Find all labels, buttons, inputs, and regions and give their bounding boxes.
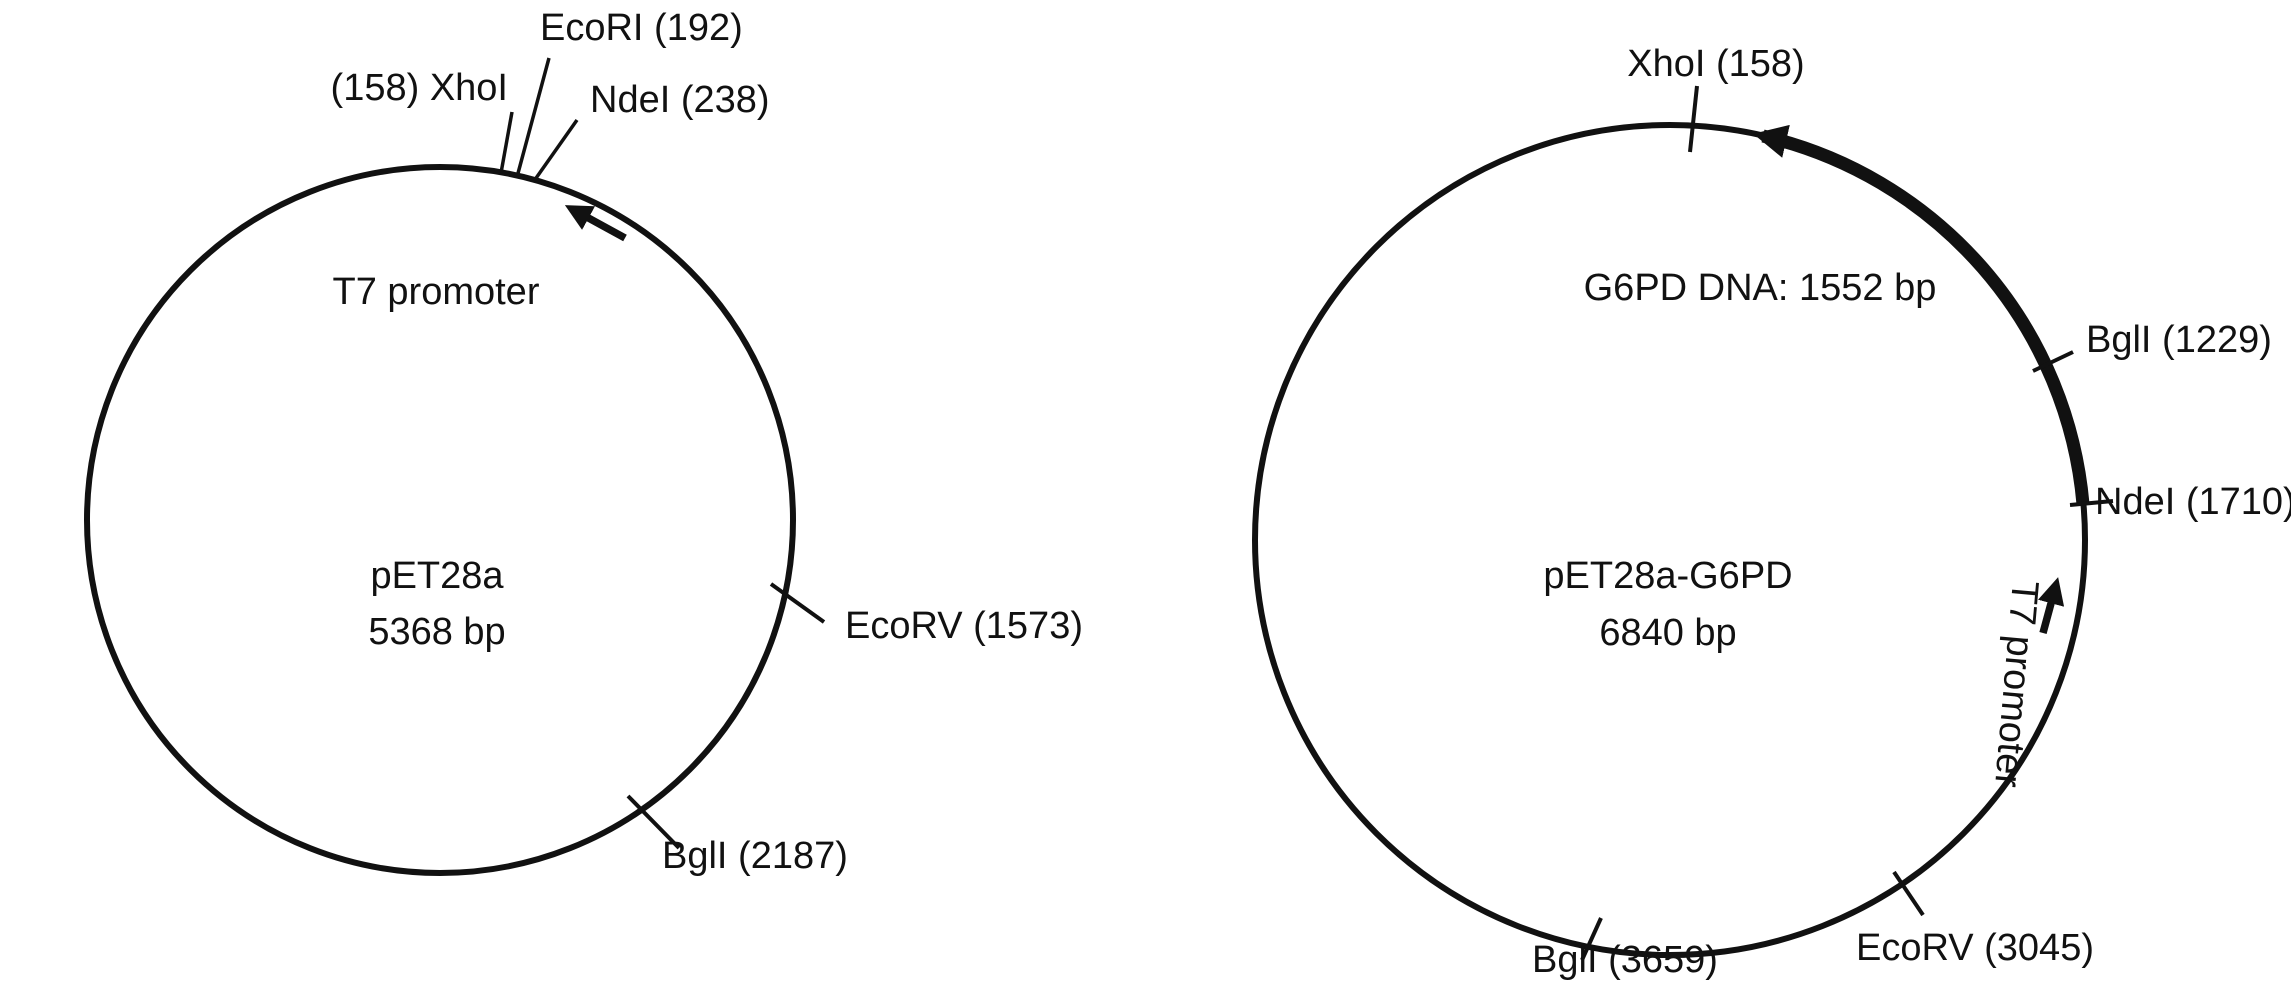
- left-plasmid-size: 5368 bp: [368, 611, 505, 653]
- g6pd-insert-label: G6PD DNA: 1552 bp: [1584, 267, 1937, 309]
- right-site-label-xhoi: XhoI (158): [1627, 43, 1804, 85]
- left-xhoi-leader-line: [499, 111, 514, 174]
- left-site-label-xhoi: (158) XhoI: [331, 67, 508, 109]
- g6pd-insert-arc-arrow-icon: [1753, 124, 2090, 505]
- right-plasmid-backbone-circle: [1252, 122, 2088, 958]
- right-site-label-bgli-upper: BglI (1229): [2086, 319, 2272, 361]
- right-bgli-upper-tick: [2032, 350, 2074, 373]
- left-plasmid-backbone-circle: [84, 164, 796, 876]
- right-site-label-ndei: NdeI (1710): [2095, 481, 2291, 523]
- left-site-label-ecori: EcoRI (192): [540, 7, 743, 49]
- left-ecorv-tick: [769, 582, 826, 624]
- right-plasmid-map: XhoI (158) G6PD DNA: 1552 bp BglI (1229)…: [1252, 43, 2291, 981]
- right-plasmid-size: 6840 bp: [1599, 612, 1736, 654]
- left-site-label-ecorv: EcoRV (1573): [845, 605, 1083, 647]
- right-site-label-ecorv: EcoRV (3045): [1856, 927, 2094, 969]
- right-plasmid-name: pET28a-G6PD: [1543, 555, 1792, 597]
- right-t7-promoter-label: T7 promoter: [1986, 579, 2046, 789]
- right-t7-promoter-arrow-icon: [2038, 577, 2065, 634]
- left-plasmid-map: EcoRI (192) (158) XhoI NdeI (238) T7 pro…: [84, 7, 1083, 877]
- left-t7-promoter-label: T7 promoter: [333, 271, 540, 313]
- left-ndei-leader-line: [532, 118, 579, 183]
- left-site-label-bgli: BglI (2187): [662, 835, 848, 877]
- left-site-label-ndei: NdeI (238): [590, 79, 770, 121]
- right-ecorv-tick: [1892, 870, 1925, 917]
- left-bgli-tick: [626, 794, 681, 850]
- left-t7-promoter-arrow-icon: [564, 205, 627, 242]
- right-bgli-lower-tick: [1580, 917, 1603, 961]
- left-plasmid-name: pET28a: [370, 555, 504, 597]
- right-xhoi-tick: [1688, 85, 1699, 153]
- right-ndei-tick: [2069, 499, 2114, 507]
- right-site-label-bgli-lower: BglI (3659): [1532, 939, 1718, 981]
- left-ecori-leader-line: [515, 57, 551, 178]
